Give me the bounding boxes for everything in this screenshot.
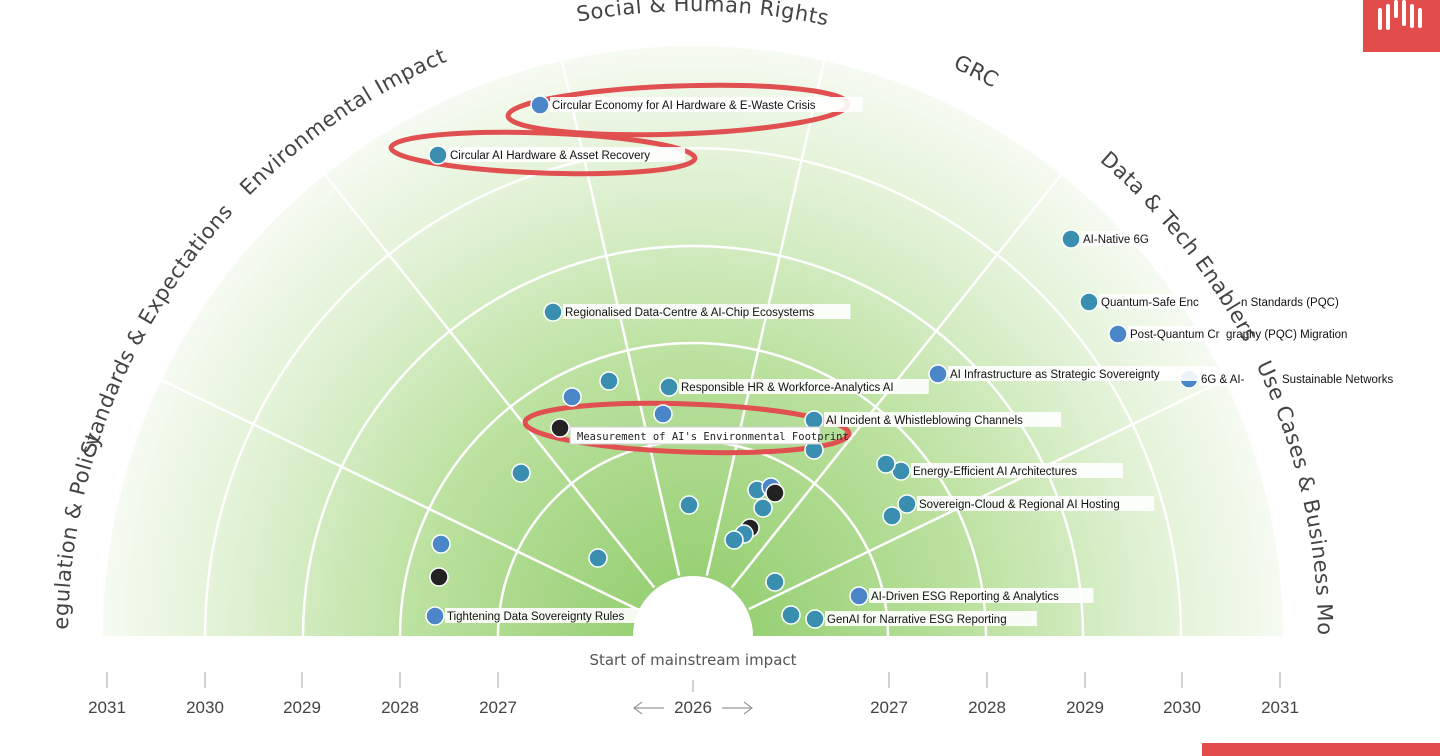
year-label-right: 2030 <box>1163 698 1201 717</box>
category-label: Regulation & Policy <box>0 0 106 630</box>
item-label-bg <box>824 412 1062 427</box>
item-label-bg <box>679 379 929 394</box>
radar-item-dot[interactable] <box>428 145 448 165</box>
category-label: GRC <box>950 50 1002 92</box>
item-label-bg <box>948 366 1217 381</box>
center-hub <box>633 576 753 636</box>
radar-item-label[interactable]: 6G & AI- <box>1201 374 1245 386</box>
grid-spoke <box>160 378 638 611</box>
item-label-bg <box>1128 326 1227 341</box>
radar-item-label[interactable]: Energy-Efficient AI Architectures <box>913 466 1077 478</box>
radar-item-label[interactable]: Circular AI Hardware & Asset Recovery <box>450 150 650 162</box>
radar-item-label-tail: graphy (PQC) Migration <box>1226 329 1347 341</box>
radar-item-label[interactable]: Responsible HR & Workforce-Analytics AI <box>681 382 894 394</box>
grid-spoke <box>324 173 656 589</box>
right-arrow-icon <box>722 701 753 715</box>
item-labels: Circular Economy for AI Hardware & E-Was… <box>445 97 1393 626</box>
radar-point[interactable] <box>511 463 531 483</box>
item-label-bg <box>563 304 851 319</box>
radar-item-label[interactable]: AI-Driven ESG Reporting & Analytics <box>871 591 1059 603</box>
year-label-right: 2031 <box>1261 698 1299 717</box>
category-label: Social & Human Rights <box>575 0 832 30</box>
radar-item-label[interactable]: GenAI for Narrative ESG Reporting <box>827 614 1007 626</box>
waveform-icon <box>1378 0 1422 30</box>
radar-item-dot[interactable] <box>543 302 563 322</box>
year-label-left: 2028 <box>381 698 419 717</box>
radar-point[interactable] <box>882 506 902 526</box>
grid-ring <box>203 146 1183 637</box>
radar-item-dot[interactable] <box>849 586 869 606</box>
radar-point[interactable] <box>765 483 785 503</box>
year-label-right: 2027 <box>870 698 908 717</box>
radar-point[interactable] <box>753 498 773 518</box>
radar-point[interactable] <box>599 371 619 391</box>
radar-item-label[interactable]: AI-Native 6G <box>1083 234 1149 246</box>
radar-point[interactable] <box>876 454 896 474</box>
radar-item-label[interactable]: Post-Quantum Cr <box>1130 329 1220 341</box>
radar-point[interactable] <box>781 605 801 625</box>
radar-item-label[interactable]: Regionalised Data-Centre & AI-Chip Ecosy… <box>565 307 815 319</box>
radar-item-dot[interactable] <box>425 606 445 626</box>
radar-point[interactable] <box>431 534 451 554</box>
highlight-ellipse <box>522 400 852 456</box>
radar-points <box>425 95 1199 629</box>
grid-spoke <box>748 378 1226 611</box>
radar-item-dot[interactable] <box>530 95 550 115</box>
radar-item-label-tail: Sustainable Networks <box>1282 374 1393 386</box>
radar-item-dot[interactable] <box>928 364 948 384</box>
year-label-right: 2028 <box>968 698 1006 717</box>
year-label-left: 2027 <box>479 698 517 717</box>
item-label-bg <box>445 608 657 623</box>
radar-item-dot[interactable] <box>804 410 824 430</box>
item-label-bg <box>911 463 1123 478</box>
radar-point[interactable] <box>724 530 744 550</box>
item-label-bg <box>1199 371 1254 386</box>
radar-item-label[interactable]: AI Infrastructure as Strategic Sovereign… <box>950 369 1160 381</box>
left-arrow-icon <box>633 701 664 715</box>
item-label-bg <box>448 147 686 162</box>
radar-item-label[interactable]: Tightening Data Sovereignty Rules <box>447 611 625 623</box>
radar-point[interactable] <box>679 495 699 515</box>
grid-ring <box>301 244 1085 637</box>
radar-point[interactable] <box>562 387 582 407</box>
radar-item-dot[interactable] <box>1079 292 1099 312</box>
center-year: 2026 <box>674 698 712 717</box>
radar-item-dot[interactable] <box>805 609 825 629</box>
radar-item-label-tail: n Standards (PQC) <box>1241 297 1339 309</box>
tooltip-text: Measurement of AI's Environmental Footpr… <box>577 431 849 443</box>
year-label-right: 2029 <box>1066 698 1104 717</box>
radar-item-label[interactable]: Circular Economy for AI Hardware & E-Was… <box>552 100 816 112</box>
year-label-left: 2031 <box>88 698 126 717</box>
radar-item-label[interactable]: Sovereign-Cloud & Regional AI Hosting <box>919 499 1120 511</box>
year-label-left: 2030 <box>186 698 224 717</box>
radar-item-dot[interactable] <box>897 494 917 514</box>
radar-background <box>103 46 1283 636</box>
item-label-bg <box>825 611 1037 626</box>
item-label-bg <box>917 496 1155 511</box>
radar-point[interactable] <box>765 572 785 592</box>
item-label-bg <box>1081 231 1167 246</box>
radar-item-dot[interactable] <box>1108 324 1128 344</box>
item-label-bg <box>550 97 863 112</box>
highlight-ellipse <box>388 129 698 177</box>
radar-point[interactable] <box>429 567 449 587</box>
radar-point[interactable] <box>653 404 673 424</box>
radar-item-label[interactable]: Quantum-Safe Enc <box>1101 297 1199 309</box>
item-label-bg <box>869 588 1094 603</box>
radar-item-dot[interactable] <box>1061 229 1081 249</box>
timeline-axis: Start of mainstream impact 2026 2031 2030… <box>88 651 1299 717</box>
radar-point[interactable] <box>588 548 608 568</box>
item-label-bg <box>1099 294 1204 309</box>
radar-item-label[interactable]: AI Incident & Whistleblowing Channels <box>826 415 1023 427</box>
year-label-left: 2029 <box>283 698 321 717</box>
radar-item-dot[interactable] <box>659 377 679 397</box>
tooltip: Measurement of AI's Environmental Footpr… <box>569 426 849 445</box>
center-label: Start of mainstream impact <box>589 651 796 669</box>
bottom-action-bar[interactable] <box>1202 743 1440 756</box>
brand-logo[interactable] <box>1363 0 1440 52</box>
radar-item-dot[interactable] <box>550 418 570 438</box>
